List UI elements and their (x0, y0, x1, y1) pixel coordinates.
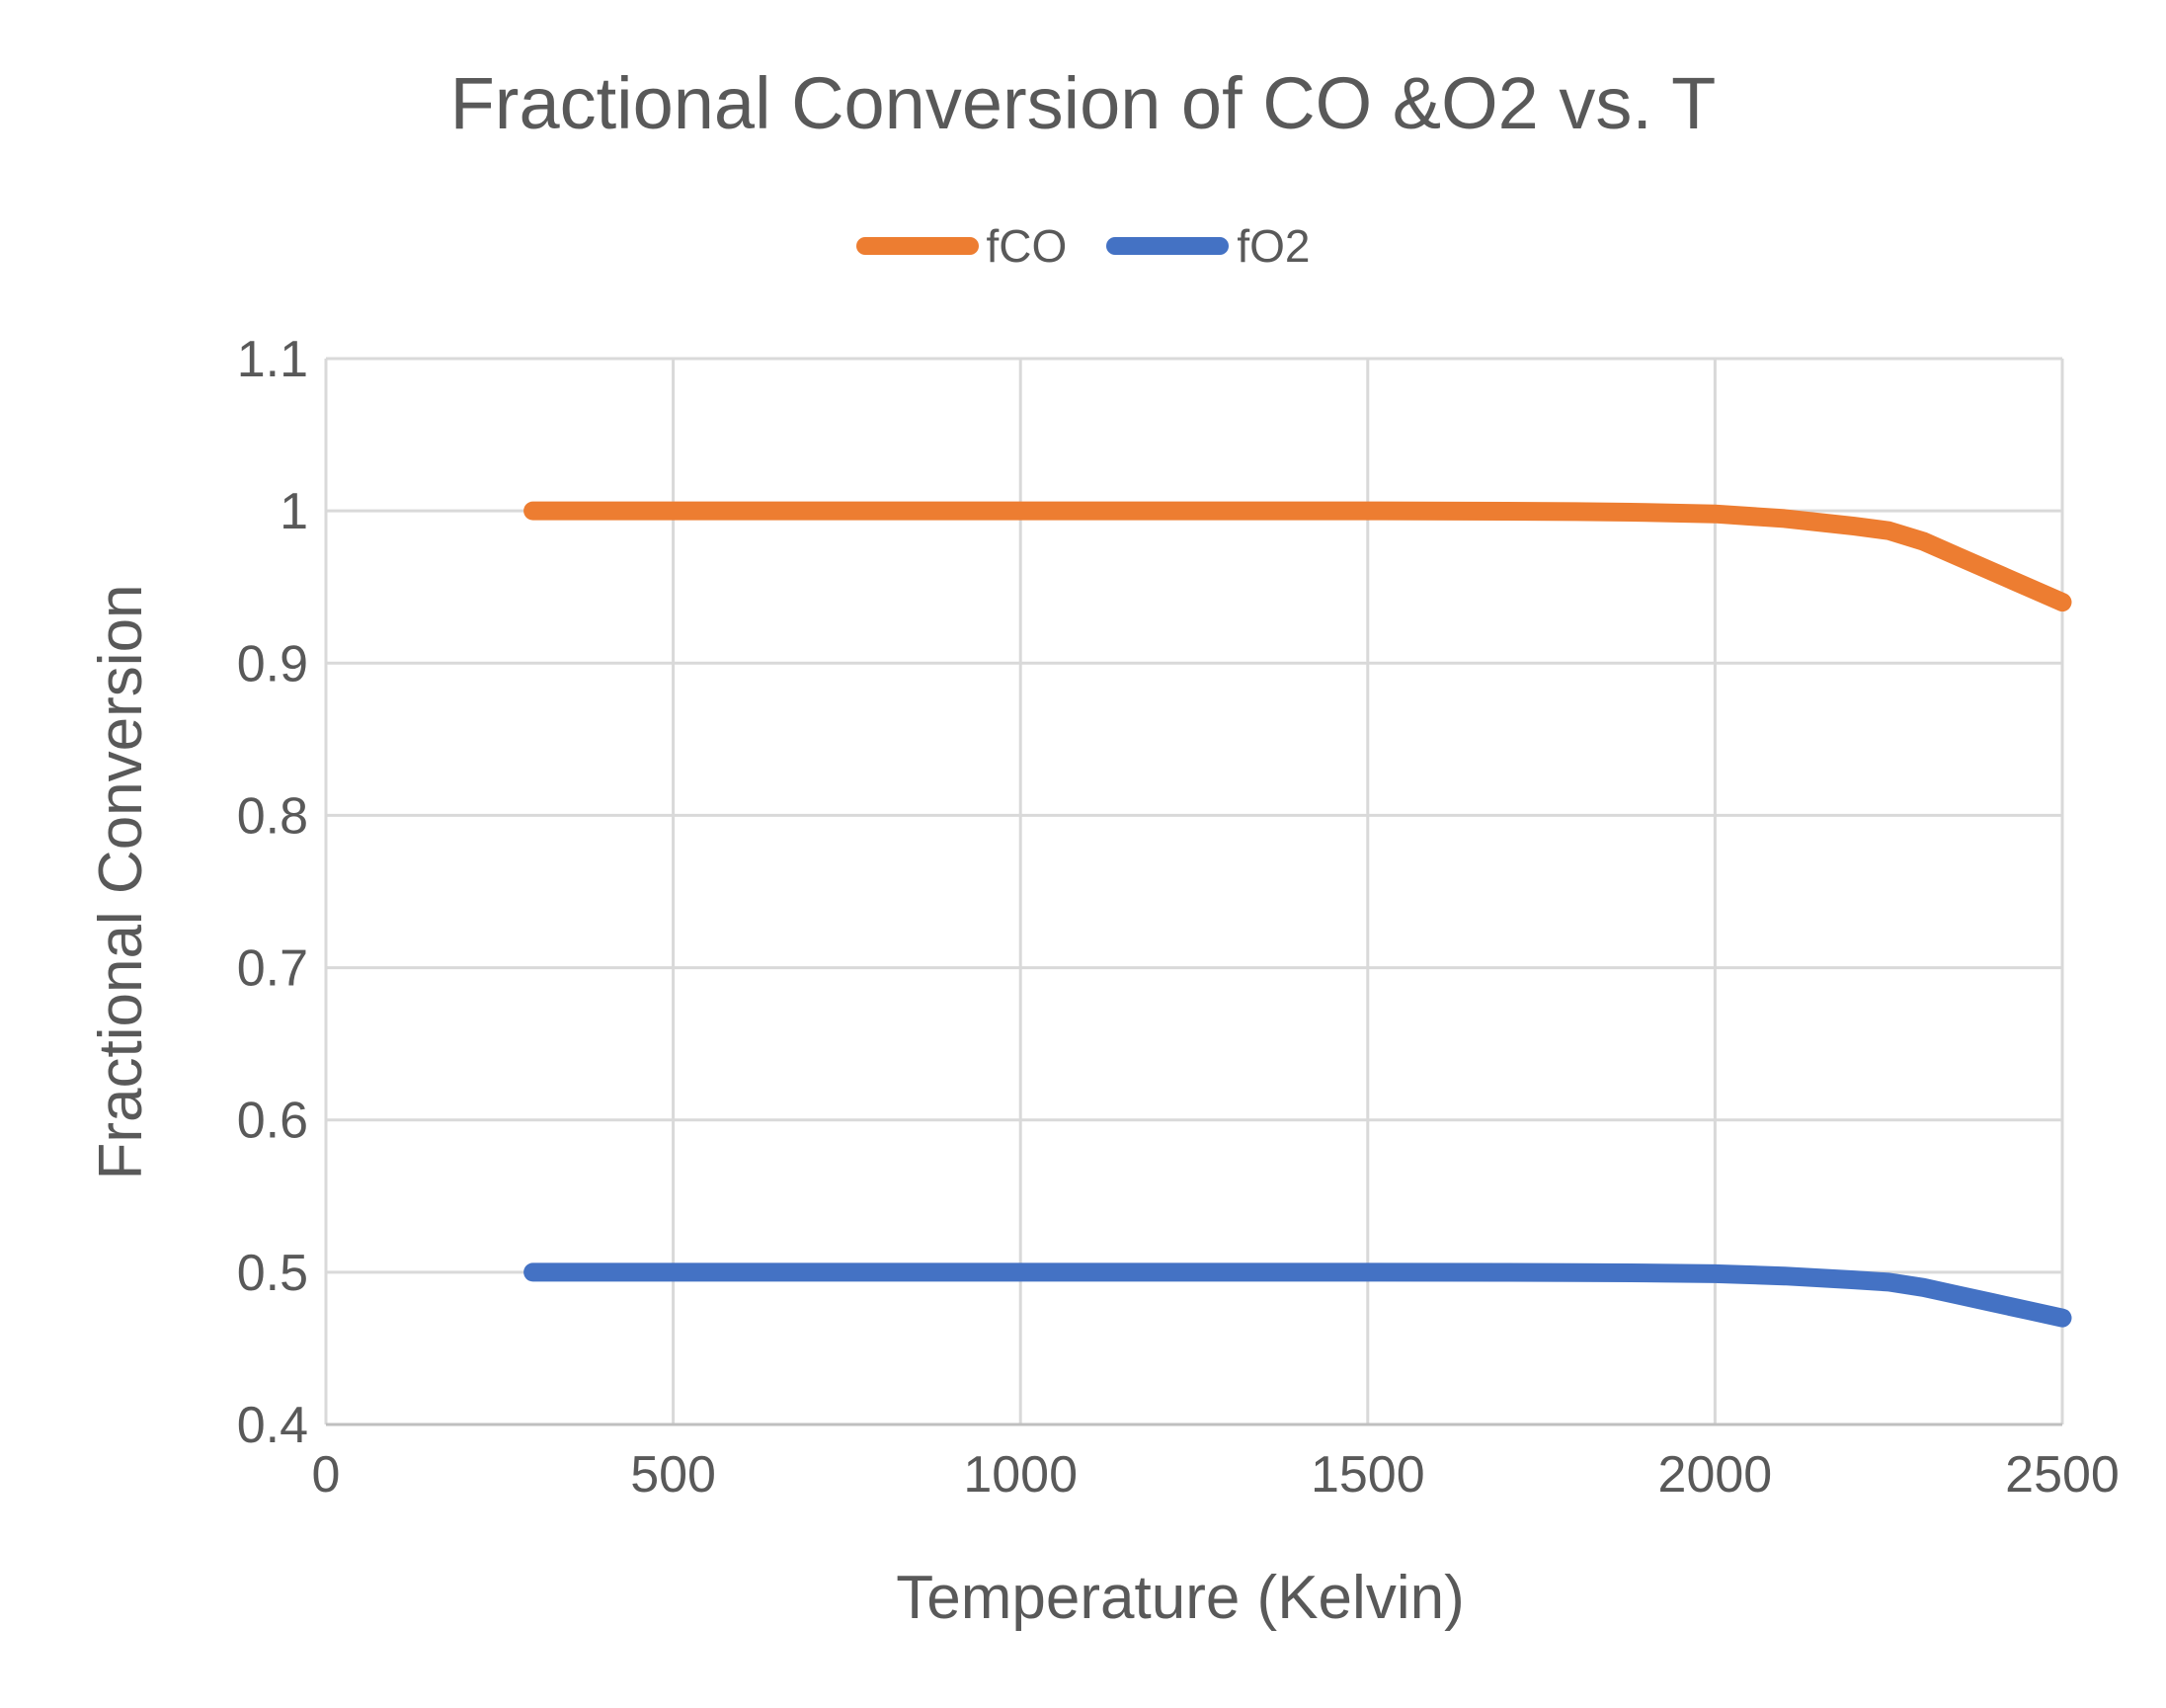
y-tick-label: 0.9 (237, 635, 308, 692)
series-line-fco (523, 501, 2072, 612)
y-tick-label: 0.4 (237, 1397, 308, 1454)
y-tick-label: 1.1 (237, 331, 308, 388)
legend: fCO fO2 (0, 219, 2166, 273)
legend-swatch-fco (855, 237, 979, 255)
y-tick-label: 0.5 (237, 1245, 308, 1302)
legend-item-fco: fCO (855, 219, 1068, 273)
legend-item-fo2: fO2 (1106, 219, 1310, 273)
y-tick-label: 0.8 (237, 787, 308, 845)
legend-swatch-fo2 (1106, 237, 1230, 255)
chart-title: Fractional Conversion of CO &O2 vs. T (449, 62, 1717, 144)
y-tick-label: 1 (280, 483, 308, 540)
series-layer (523, 501, 2072, 1328)
series-line-fo2 (523, 1262, 2072, 1328)
x-tick-label: 2000 (1658, 1446, 1773, 1504)
y-axis-title: Fractional Conversion (87, 584, 155, 1179)
legend-label-fco: fCO (986, 220, 1068, 272)
axis-layer: 0.4 0.5 0.6 0.7 0.8 0.9 1 1.1 0 500 1000 1500 2000 25… (237, 331, 2120, 1504)
x-tick-label: 2500 (2005, 1446, 2120, 1504)
x-tick-label: 1500 (1311, 1446, 1425, 1504)
y-tick-label: 0.7 (237, 940, 308, 998)
x-tick-label: 1000 (963, 1446, 1078, 1504)
x-tick-label: 500 (630, 1446, 716, 1504)
legend-label-fo2: fO2 (1237, 220, 1311, 272)
x-tick-label: 0 (312, 1446, 341, 1504)
y-tick-label: 0.6 (237, 1093, 308, 1150)
x-axis-title: Temperature (Kelvin) (896, 1564, 1464, 1632)
